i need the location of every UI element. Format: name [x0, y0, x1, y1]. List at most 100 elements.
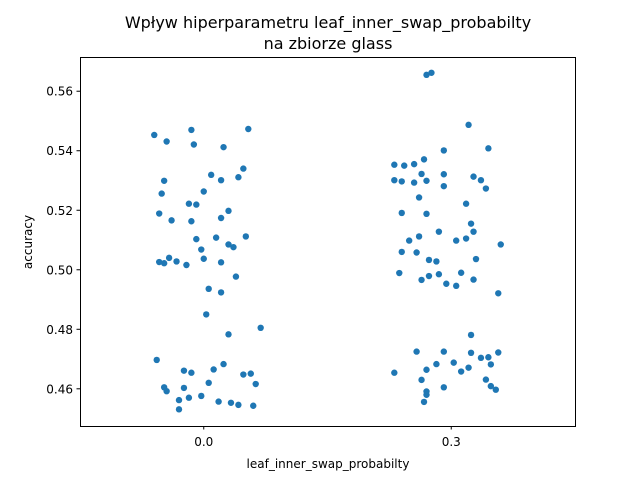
data-point-0.3-7: [401, 162, 408, 169]
data-point-0.3-62: [440, 384, 448, 391]
x-axis-ticks: 0.0 0.3: [194, 426, 461, 449]
data-point-0.3-48: [467, 349, 475, 356]
y-tick-label: 0.50: [46, 263, 73, 277]
data-point-0.3-11: [470, 173, 477, 180]
y-tick-label: 0.52: [46, 204, 73, 218]
data-point-0.3-55: [465, 364, 472, 371]
data-point-0.3-21: [398, 209, 405, 217]
data-point-0.0-10: [160, 177, 168, 184]
data-point-0.0-18: [168, 217, 175, 224]
data-point-0.3-36: [396, 269, 403, 277]
data-point-0.3-42: [443, 280, 450, 287]
data-point-0.0-42: [210, 366, 217, 373]
data-point-0.0-25: [198, 246, 205, 253]
data-point-0.0-50: [163, 387, 170, 395]
data-point-0.3-35: [472, 255, 480, 263]
data-point-0.3-66: [420, 398, 428, 406]
data-point-0.0-39: [153, 356, 160, 364]
data-point-0.3-61: [487, 382, 495, 390]
data-point-0.3-63: [492, 386, 499, 393]
data-point-0.0-34: [205, 285, 212, 293]
data-point-0.3-56: [423, 366, 430, 373]
data-point-0.0-6: [240, 165, 247, 172]
data-point-0.3-14: [423, 177, 430, 184]
data-point-0.3-29: [405, 237, 413, 244]
y-axis-label: accuracy: [21, 215, 35, 269]
data-point-0.3-13: [398, 178, 405, 185]
data-point-0.0-14: [193, 201, 200, 208]
data-point-0.0-1: [163, 138, 170, 145]
data-point-0.0-33: [232, 273, 240, 280]
data-point-0.0-7: [207, 171, 215, 179]
data-point-0.3-54: [487, 361, 495, 368]
chart-title-line2: na zbiorze glass: [264, 34, 393, 53]
data-point-0.0-8: [235, 174, 242, 181]
data-point-0.3-45: [467, 331, 475, 339]
data-point-0.3-34: [433, 258, 440, 265]
data-point-0.3-44: [495, 290, 502, 297]
data-point-0.3-50: [485, 354, 492, 361]
data-point-0.0-45: [240, 371, 247, 378]
data-point-0.0-2: [188, 126, 195, 134]
data-point-0.0-12: [158, 190, 165, 197]
y-tick-label: 0.56: [46, 85, 73, 99]
x-tick-label: 0.0: [194, 435, 213, 449]
y-tick-label: 0.46: [46, 382, 73, 396]
data-point-0.0-20: [242, 233, 250, 240]
data-point-0.0-46: [252, 380, 259, 388]
data-point-0.0-9: [217, 177, 225, 184]
data-point-0.0-55: [235, 401, 242, 409]
data-point-0.3-2: [465, 121, 472, 129]
data-point-0.3-31: [398, 248, 405, 256]
data-point-0.0-19: [188, 218, 195, 225]
data-point-0.0-5: [220, 143, 227, 151]
data-point-0.3-41: [470, 276, 477, 283]
data-point-0.3-19: [415, 194, 423, 201]
data-point-0.3-58: [391, 369, 398, 376]
data-point-0.0-23: [225, 241, 232, 248]
data-point-0.0-27: [200, 255, 207, 262]
data-point-0.0-37: [257, 324, 264, 331]
data-point-0.3-60: [418, 376, 425, 384]
data-point-0.0-49: [180, 384, 188, 392]
data-point-0.3-3: [485, 145, 492, 152]
data-point-0.3-37: [435, 271, 443, 278]
data-point-0.3-57: [457, 368, 465, 375]
data-point-0.3-46: [413, 348, 420, 355]
data-point-0.0-4: [190, 141, 198, 148]
data-point-0.3-43: [453, 282, 460, 290]
data-point-0.3-30: [497, 241, 504, 248]
data-point-0.0-16: [156, 210, 163, 217]
data-point-0.3-1: [428, 69, 435, 76]
data-point-0.3-33: [425, 256, 433, 264]
data-point-0.3-49: [495, 349, 502, 356]
data-point-0.3-6: [410, 160, 418, 168]
data-point-0.0-24: [230, 243, 237, 251]
data-point-0.0-17: [217, 214, 225, 222]
data-point-0.3-16: [410, 179, 418, 186]
data-point-0.0-35: [217, 289, 225, 296]
x-tick-label: 0.3: [442, 435, 461, 449]
data-point-0.3-24: [470, 228, 477, 235]
data-point-0.3-5: [420, 156, 428, 163]
data-point-0.0-53: [215, 398, 222, 405]
data-point-0.0-43: [188, 369, 195, 376]
data-point-0.3-17: [440, 182, 448, 190]
data-point-0.3-27: [462, 235, 470, 242]
data-point-0.0-41: [180, 367, 188, 374]
data-point-0.0-15: [225, 207, 232, 215]
data-point-0.3-20: [462, 200, 470, 207]
data-point-0.3-65: [423, 391, 430, 398]
data-point-0.0-26: [165, 254, 173, 262]
data-point-0.0-0: [151, 131, 158, 139]
data-point-0.0-44: [247, 370, 254, 377]
data-point-0.3-4: [440, 147, 448, 154]
y-tick-label: 0.48: [46, 323, 73, 337]
y-tick-label: 0.54: [46, 144, 73, 158]
data-points-layer: [151, 69, 504, 413]
data-point-0.0-52: [185, 394, 193, 401]
data-point-0.3-8: [391, 161, 398, 168]
data-point-0.0-54: [227, 399, 235, 406]
data-point-0.3-52: [450, 359, 457, 366]
